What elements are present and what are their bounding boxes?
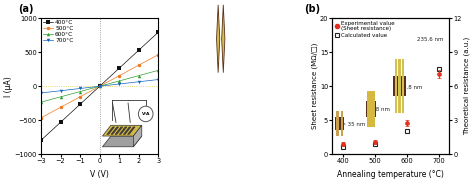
Y-axis label: Sheet resistance (MΩ/□): Sheet resistance (MΩ/□): [312, 43, 318, 129]
FancyBboxPatch shape: [337, 117, 338, 137]
Line: 700°C: 700°C: [39, 78, 160, 95]
500°C: [62, 104, 67, 106]
Text: 235.6 nm: 235.6 nm: [417, 37, 444, 42]
Text: (a): (a): [18, 4, 33, 14]
X-axis label: V (V): V (V): [90, 170, 109, 179]
FancyBboxPatch shape: [371, 96, 373, 127]
Polygon shape: [222, 5, 225, 73]
500°C: [155, 54, 161, 56]
Text: 106.8 nm: 106.8 nm: [396, 85, 422, 90]
700°C: [62, 89, 67, 91]
400°C: [38, 139, 44, 141]
600°C: [62, 95, 67, 97]
700°C: [155, 79, 161, 81]
X-axis label: Annealing temperature (°C): Annealing temperature (°C): [337, 170, 444, 179]
700°C: [79, 87, 85, 89]
FancyBboxPatch shape: [342, 111, 343, 130]
FancyBboxPatch shape: [342, 114, 343, 133]
Text: (b): (b): [304, 4, 320, 14]
FancyBboxPatch shape: [336, 111, 337, 130]
600°C: [65, 94, 71, 96]
FancyBboxPatch shape: [339, 117, 340, 137]
FancyBboxPatch shape: [338, 111, 339, 130]
FancyBboxPatch shape: [341, 114, 342, 133]
400°C: [109, 74, 114, 76]
FancyBboxPatch shape: [336, 114, 337, 133]
500°C: [38, 117, 44, 119]
Y-axis label: I (μA): I (μA): [4, 76, 13, 97]
700°C: [38, 92, 44, 94]
400°C: [155, 31, 161, 33]
FancyBboxPatch shape: [337, 111, 338, 130]
600°C: [100, 84, 106, 86]
FancyBboxPatch shape: [366, 101, 376, 117]
FancyBboxPatch shape: [374, 91, 375, 122]
FancyBboxPatch shape: [398, 59, 401, 113]
600°C: [140, 74, 146, 76]
400°C: [140, 46, 146, 48]
400°C: [65, 114, 71, 116]
FancyBboxPatch shape: [369, 96, 371, 127]
600°C: [38, 101, 44, 103]
FancyBboxPatch shape: [339, 111, 340, 130]
Polygon shape: [217, 5, 220, 73]
500°C: [65, 102, 71, 104]
FancyBboxPatch shape: [395, 59, 398, 113]
FancyBboxPatch shape: [371, 91, 373, 122]
Line: 400°C: 400°C: [39, 31, 160, 142]
FancyBboxPatch shape: [337, 114, 338, 133]
FancyBboxPatch shape: [369, 91, 371, 122]
700°C: [109, 84, 114, 86]
700°C: [140, 80, 146, 82]
FancyBboxPatch shape: [367, 91, 369, 122]
FancyBboxPatch shape: [336, 117, 337, 137]
FancyBboxPatch shape: [401, 59, 404, 113]
FancyBboxPatch shape: [342, 117, 343, 137]
Text: 65.8 nm: 65.8 nm: [367, 107, 390, 112]
FancyBboxPatch shape: [338, 117, 339, 137]
400°C: [62, 117, 67, 120]
700°C: [65, 89, 71, 91]
500°C: [79, 95, 85, 97]
600°C: [155, 69, 161, 72]
Y-axis label: Theoretical resistance (a.u.): Theoretical resistance (a.u.): [463, 37, 470, 135]
Line: 500°C: 500°C: [39, 53, 160, 119]
700°C: [100, 85, 106, 87]
400°C: [79, 101, 85, 104]
FancyBboxPatch shape: [393, 76, 406, 96]
FancyBboxPatch shape: [367, 96, 369, 127]
500°C: [140, 62, 146, 64]
Legend: 400°C, 500°C, 600°C, 700°C: 400°C, 500°C, 600°C, 700°C: [42, 20, 74, 44]
Legend: Experimental value
(Sheet resistance), Calculated value: Experimental value (Sheet resistance), C…: [334, 20, 395, 39]
600°C: [109, 82, 114, 84]
FancyBboxPatch shape: [341, 111, 342, 130]
400°C: [100, 82, 106, 84]
Text: g = 35 nm: g = 35 nm: [336, 122, 365, 127]
FancyBboxPatch shape: [341, 117, 342, 137]
FancyBboxPatch shape: [374, 96, 375, 127]
FancyBboxPatch shape: [339, 114, 340, 133]
FancyBboxPatch shape: [335, 117, 344, 130]
Line: 600°C: 600°C: [39, 69, 160, 104]
FancyBboxPatch shape: [338, 114, 339, 133]
600°C: [79, 90, 85, 92]
500°C: [100, 83, 106, 85]
500°C: [109, 79, 114, 81]
